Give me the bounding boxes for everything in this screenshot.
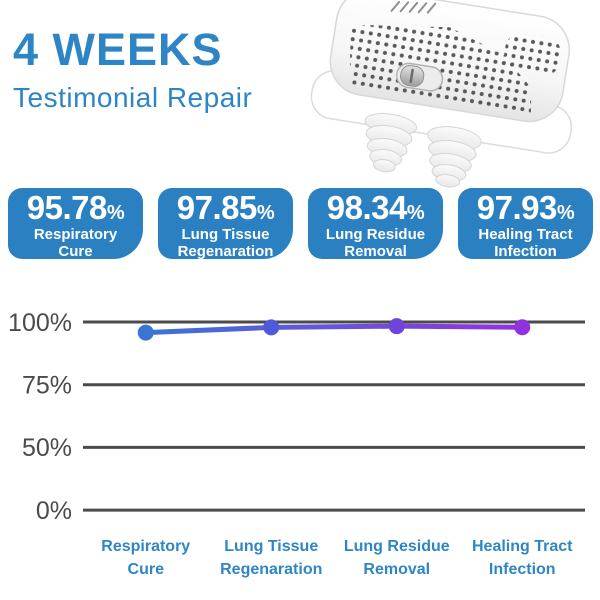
stat-box-lung-tissue: 97.85% Lung Tissue Regenaration — [158, 188, 293, 261]
y-tick-label: 50% — [22, 434, 72, 462]
device-switch — [395, 62, 444, 92]
stat-value: 98.34% — [326, 189, 425, 226]
trend-chart: 100% 75% 50% 0% Respiratory Cure Lung Tissue Re… — [8, 309, 585, 578]
stat-box-lung-residue: 98.34% Lung Residue Removal — [308, 188, 443, 261]
trend-line — [143, 323, 525, 336]
y-tick-label: 0% — [36, 497, 72, 525]
data-point — [514, 319, 531, 336]
stat-label: Lung Tissue Regenaration — [177, 225, 274, 261]
data-point — [263, 319, 280, 336]
y-tick-label: 100% — [8, 309, 72, 337]
stat-value: 95.78% — [26, 189, 125, 226]
header: 4 WEEKS Testimonial Repair — [13, 26, 252, 114]
page-subtitle: Testimonial Repair — [13, 82, 253, 114]
data-point — [137, 324, 154, 341]
page-title: 4 WEEKS — [13, 24, 223, 75]
stat-label: Healing Tract Infection — [478, 225, 573, 261]
x-tick-label: Lung Tissue Regenaration — [220, 538, 322, 578]
device-vent-slits — [390, 0, 437, 14]
nose-bud-left — [364, 113, 418, 173]
nose-bud-right — [427, 126, 482, 188]
device-perforations — [349, 24, 532, 116]
stat-value: 97.85% — [176, 189, 275, 226]
stat-label: Respiratory Cure — [33, 225, 118, 261]
data-point — [388, 318, 405, 335]
x-tick-label: Lung Residue Removal — [344, 538, 450, 578]
x-tick-label: Respiratory Cure — [101, 538, 190, 578]
stat-box-healing-tract: 97.93% Healing Tract Infection — [458, 188, 593, 261]
x-tick-label: Healing Tract Infection — [472, 538, 573, 578]
device-vent-right — [504, 33, 561, 76]
stat-label: Lung Residue Removal — [325, 225, 426, 261]
stats-row: 95.78% Respiratory Cure 97.85% Lung Tiss… — [8, 188, 593, 261]
stat-box-respiratory-cure: 95.78% Respiratory Cure — [8, 188, 143, 261]
stat-value: 97.93% — [476, 189, 575, 226]
y-tick-label: 75% — [22, 371, 72, 399]
product-image — [310, 0, 573, 188]
